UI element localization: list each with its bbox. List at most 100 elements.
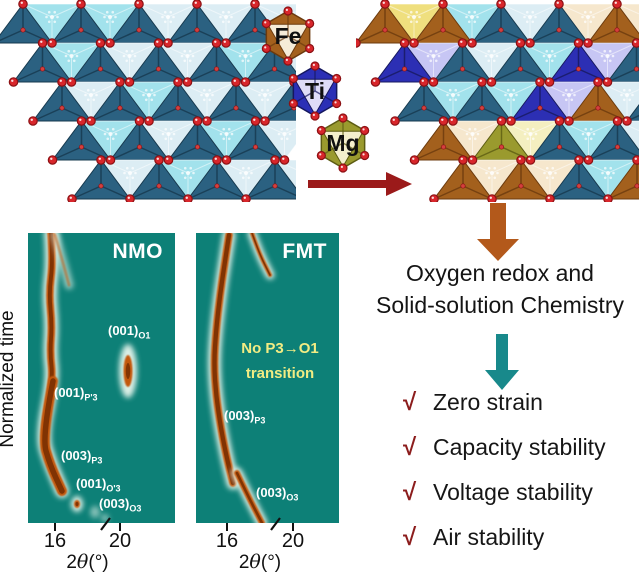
metal-site-dot bbox=[20, 27, 26, 33]
benefit-label: Zero strain bbox=[433, 389, 543, 415]
oxygen-atom-dot bbox=[593, 77, 603, 87]
axis-tick-label: 20 bbox=[281, 530, 305, 552]
metal-site-dot bbox=[440, 144, 447, 150]
dopant-symbol: Mg bbox=[326, 130, 359, 156]
peak-label: (003)P3 bbox=[61, 448, 103, 466]
oxygen-atom-dot bbox=[192, 116, 203, 126]
metal-site-dot bbox=[233, 105, 239, 111]
metal-site-dot bbox=[382, 27, 388, 33]
panel-title-fmt: FMT bbox=[282, 240, 327, 263]
oxygen-atom-dot bbox=[163, 155, 174, 165]
oxygen-atom-dot bbox=[356, 38, 361, 48]
metal-site-dot bbox=[136, 27, 142, 33]
axis-break-icon bbox=[100, 517, 111, 531]
oxygen-atom-dot bbox=[47, 155, 58, 165]
oxygen-atom-dot bbox=[76, 0, 86, 9]
oxygen-atom-dot bbox=[545, 194, 555, 202]
doped-lattice-figure bbox=[356, 0, 639, 202]
metal-site-dot bbox=[498, 144, 505, 150]
axis-tick bbox=[119, 523, 121, 531]
oxygen-atom-dot bbox=[240, 77, 251, 87]
oxygen-atom-dot bbox=[612, 0, 622, 9]
metal-site-dot bbox=[479, 105, 485, 111]
oxygen-atom-dot bbox=[192, 0, 202, 9]
xrd-panel-fmt: FMT (003)P3 (003)O3 No P3→O1 transition bbox=[196, 233, 339, 523]
oxygen-atom-dot bbox=[154, 155, 164, 165]
oxygen-atom-dot bbox=[28, 116, 38, 126]
metal-site-dot bbox=[633, 66, 639, 72]
oxygen-atom-dot bbox=[37, 38, 48, 48]
oxygen-atom-dot bbox=[95, 38, 106, 48]
oxygen-atom-dot bbox=[76, 116, 87, 126]
oxygen-atom-dot bbox=[86, 116, 96, 126]
axis-tick-label: 16 bbox=[215, 530, 239, 552]
oxygen-atom-dot bbox=[583, 155, 594, 165]
octahedron-face bbox=[0, 3, 53, 44]
oxygen-atom-dot bbox=[467, 38, 477, 48]
benefits-list: √ Zero strain √ Capacity stability √ Voltage … bbox=[403, 389, 606, 570]
metal-site-dot bbox=[59, 105, 65, 111]
peak-label: (001)O1 bbox=[108, 323, 151, 341]
oxygen-atom-dot bbox=[153, 38, 164, 48]
oxygen-atom-dot bbox=[544, 77, 555, 87]
benefit-label: Voltage stability bbox=[433, 479, 593, 505]
oxygen-atom-dot bbox=[96, 155, 106, 165]
metal-site-dot bbox=[252, 144, 259, 150]
metal-site-dot bbox=[97, 66, 104, 72]
metal-site-dot bbox=[440, 27, 446, 33]
oxygen-atom-dot bbox=[583, 38, 593, 48]
oxygen-atom-dot bbox=[525, 155, 536, 165]
metal-site-dot bbox=[556, 144, 563, 150]
oxygen-atom-dot bbox=[211, 38, 222, 48]
down-arrow-brown-icon bbox=[477, 203, 519, 261]
oxygen-atom-dot bbox=[506, 116, 516, 126]
metal-site-dot bbox=[401, 66, 408, 72]
metal-site-dot bbox=[39, 66, 46, 72]
metal-site-dot bbox=[634, 183, 639, 189]
oxygen-atom-dot bbox=[409, 155, 420, 165]
axis-tick-label: 16 bbox=[43, 530, 67, 552]
oxygen-atom-dot bbox=[47, 38, 57, 48]
xrd-heatmap-fmt bbox=[196, 233, 339, 523]
benefit-item-1: √ Zero strain bbox=[403, 389, 606, 415]
flow-caption-line2: Solid-solution Chemistry bbox=[376, 292, 624, 318]
oxygen-atom-dot bbox=[438, 116, 449, 126]
oxygen-atom-dot bbox=[66, 77, 77, 87]
flow-caption: Oxygen redox and Solid-solution Chemistr… bbox=[335, 257, 639, 321]
panel-title-nmo: NMO bbox=[112, 240, 163, 263]
metal-site-dot bbox=[575, 66, 582, 72]
oxygen-atom-dot bbox=[250, 116, 261, 126]
oxygen-atom-dot bbox=[409, 38, 419, 48]
xrd-heatmap-nmo bbox=[28, 233, 175, 523]
axis-tick-label: 20 bbox=[108, 530, 132, 552]
oxygen-atom-dot bbox=[370, 77, 381, 87]
reaction-arrow-icon bbox=[308, 172, 412, 196]
metal-site-dot bbox=[614, 27, 620, 33]
oxygen-atom-dot bbox=[428, 77, 439, 87]
oxygen-atom-dot bbox=[429, 194, 439, 202]
metal-site-dot bbox=[498, 27, 504, 33]
axis-break-icon bbox=[270, 517, 281, 531]
check-icon: √ bbox=[403, 524, 417, 551]
oxygen-atom-dot bbox=[554, 0, 564, 9]
x-axis-label: 2θ(°) bbox=[238, 551, 282, 573]
peak-label: (003)O3 bbox=[256, 485, 299, 503]
metal-site-dot bbox=[213, 66, 220, 72]
oxygen-atom-dot bbox=[573, 38, 584, 48]
benefit-item-3: √ Voltage stability bbox=[403, 479, 606, 505]
metal-site-dot bbox=[421, 105, 427, 111]
metal-site-dot bbox=[78, 144, 85, 150]
metal-site-dot bbox=[252, 27, 258, 33]
oxygen-atom-dot bbox=[496, 0, 506, 9]
oxygen-atom-dot bbox=[515, 38, 526, 48]
oxygen-atom-dot bbox=[115, 77, 125, 87]
peak-label: (001)P'3 bbox=[54, 385, 98, 403]
oxygen-atom-dot bbox=[399, 38, 410, 48]
oxygen-atom-dot bbox=[602, 77, 613, 87]
benefit-item-2: √ Capacity stability bbox=[403, 434, 606, 460]
metal-site-dot bbox=[136, 144, 143, 150]
flow-caption-line1: Oxygen redox and bbox=[406, 260, 594, 286]
oxygen-atom-dot bbox=[105, 38, 115, 48]
dopant-symbol: Ti bbox=[305, 78, 325, 104]
oxygen-atom-dot bbox=[603, 194, 613, 202]
